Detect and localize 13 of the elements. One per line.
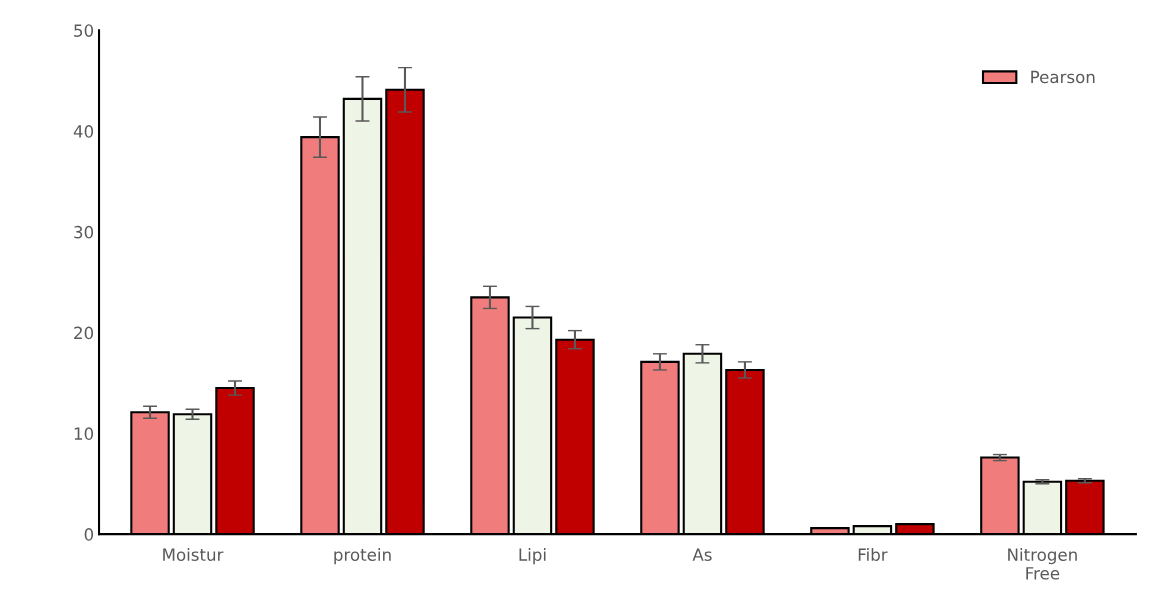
x-tick-label: Lipi bbox=[519, 548, 546, 565]
y-tick-label: 30 bbox=[74, 225, 94, 239]
x-tick-label: As bbox=[692, 548, 712, 561]
y-tick-label: 40 bbox=[73, 125, 94, 138]
x-tick-label: Moistur bbox=[163, 548, 224, 561]
y-tick-label: 20 bbox=[74, 326, 94, 340]
y-tick-label: 0 bbox=[84, 528, 94, 541]
x-tick-label: protein bbox=[334, 548, 391, 565]
y-tick-label: 10 bbox=[74, 427, 94, 440]
y-tick-label: 50 bbox=[74, 24, 94, 37]
x-tick-label: Fibr bbox=[858, 548, 888, 561]
legend-label: Pearson bbox=[1031, 70, 1095, 84]
x-tick-label: Nitrogen Free bbox=[1008, 548, 1077, 580]
